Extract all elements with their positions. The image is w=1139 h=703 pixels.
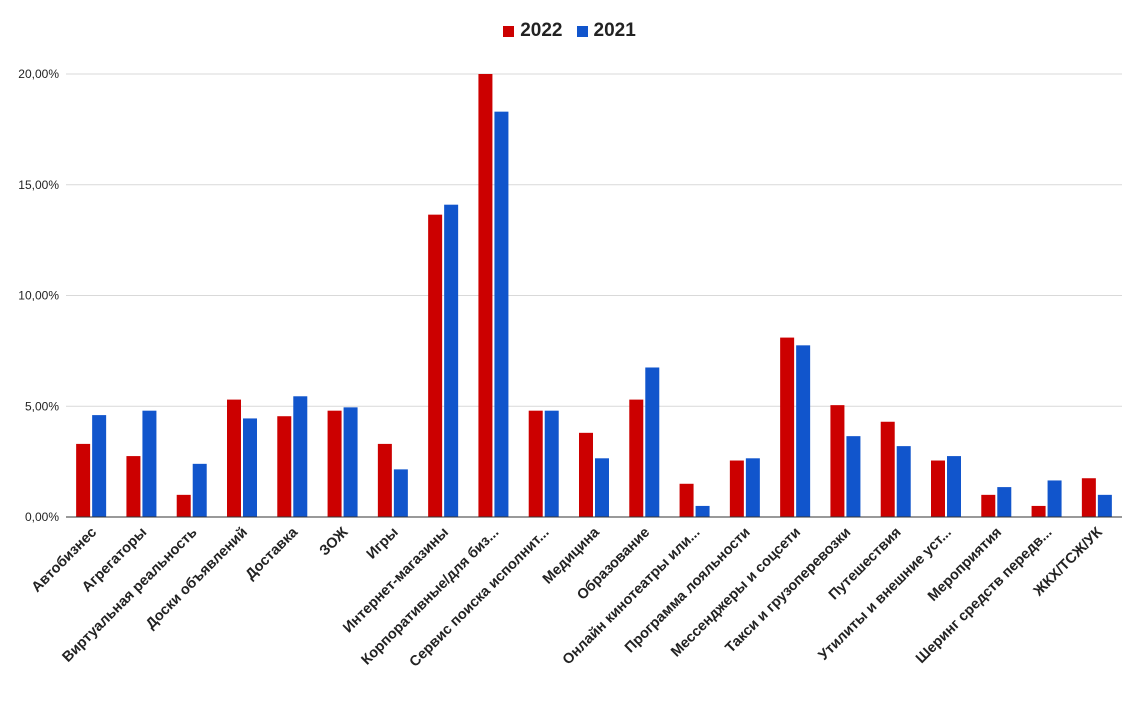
legend-label-2021: 2021 <box>593 20 636 41</box>
bars <box>76 74 1112 517</box>
bar-2021-20[interactable] <box>1097 494 1112 517</box>
bar-2021-19[interactable] <box>1047 480 1062 517</box>
gridlines <box>66 73 1122 518</box>
bar-2021-6[interactable] <box>393 469 408 517</box>
bar-2022-20[interactable] <box>1081 478 1096 517</box>
bar-2022-9[interactable] <box>528 410 543 517</box>
legend-item-2022[interactable]: 2022 <box>503 20 563 42</box>
bar-2022-17[interactable] <box>931 460 945 517</box>
bar-2021-10[interactable] <box>595 458 609 517</box>
bar-2022-11[interactable] <box>629 399 644 517</box>
y-tick-label: 20,00% <box>18 67 59 81</box>
bar-2022-16[interactable] <box>880 421 895 517</box>
bar-2022-12[interactable] <box>679 483 694 517</box>
bar-2022-5[interactable] <box>327 410 342 517</box>
bar-2022-14[interactable] <box>780 337 795 517</box>
x-tick-label: Доставка <box>243 524 302 583</box>
bar-2021-18[interactable] <box>997 487 1012 517</box>
y-tick-label: 15,00% <box>18 178 59 192</box>
bar-2022-8[interactable] <box>478 74 493 517</box>
y-axis-ticks: 0,00% 5,00% 10,00% 15,00% 20,00% <box>18 67 59 524</box>
bar-2022-7[interactable] <box>428 214 443 517</box>
bar-2021-16[interactable] <box>896 446 911 517</box>
bar-2021-5[interactable] <box>343 407 358 517</box>
bar-2021-4[interactable] <box>293 396 308 517</box>
bar-2022-2[interactable] <box>176 494 191 517</box>
bar-2021-11[interactable] <box>645 367 660 517</box>
bar-2021-13[interactable] <box>745 458 760 517</box>
bar-2022-13[interactable] <box>729 460 744 517</box>
x-tick-label: ЗОЖ <box>317 524 352 559</box>
x-tick-label: Доски объявлений <box>143 525 251 633</box>
bar-2021-12[interactable] <box>695 505 710 517</box>
chart-legend: 2022 2021 <box>0 20 1139 42</box>
bar-2021-7[interactable] <box>444 204 459 517</box>
bar-2021-1[interactable] <box>142 410 157 517</box>
bar-2022-15[interactable] <box>830 405 845 517</box>
legend-swatch-2022 <box>503 25 515 37</box>
bar-2022-1[interactable] <box>126 456 141 517</box>
bar-2022-6[interactable] <box>377 443 392 517</box>
y-tick-label: 10,00% <box>18 289 59 303</box>
legend-label-2022: 2022 <box>520 20 563 41</box>
bar-2022-4[interactable] <box>277 416 292 517</box>
y-tick-label: 0,00% <box>25 510 59 524</box>
y-tick-label: 5,00% <box>25 399 59 413</box>
bar-2022-0[interactable] <box>76 443 91 517</box>
bar-2021-3[interactable] <box>243 418 257 517</box>
bar-2021-8[interactable] <box>494 111 509 517</box>
bar-2021-0[interactable] <box>92 415 107 517</box>
legend-item-2021[interactable]: 2021 <box>576 20 636 42</box>
bar-2022-10[interactable] <box>579 432 593 517</box>
bar-2021-17[interactable] <box>947 456 961 517</box>
bar-2022-18[interactable] <box>981 494 996 517</box>
bar-2022-3[interactable] <box>227 399 241 517</box>
bar-2022-19[interactable] <box>1031 505 1046 517</box>
x-tick-label: Игры <box>364 525 402 563</box>
bar-2021-9[interactable] <box>544 410 559 517</box>
bar-2021-15[interactable] <box>846 436 861 517</box>
bar-2021-14[interactable] <box>796 345 811 517</box>
legend-swatch-2021 <box>576 25 588 37</box>
bar-2021-2[interactable] <box>192 463 207 517</box>
